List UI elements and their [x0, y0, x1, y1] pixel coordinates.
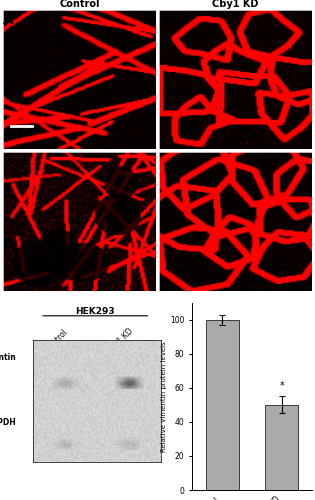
Text: HEK293: HEK293	[76, 307, 115, 316]
Title: Control: Control	[59, 0, 100, 9]
Bar	[266, 405, 298, 490]
Bar	[206, 320, 238, 490]
Y-axis label: Relative vimentin protein levels: Relative vimentin protein levels	[161, 341, 167, 452]
Text: A: A	[3, 12, 14, 26]
Title: Cby1 KD: Cby1 KD	[212, 0, 259, 9]
Text: B: B	[3, 238, 14, 252]
Text: *: *	[279, 381, 284, 391]
Text: Cby1 KD: Cby1 KD	[106, 327, 135, 356]
Text: Control: Control	[44, 327, 70, 353]
Text: Vimentin: Vimentin	[0, 352, 17, 362]
Text: GAPDH: GAPDH	[0, 418, 17, 427]
